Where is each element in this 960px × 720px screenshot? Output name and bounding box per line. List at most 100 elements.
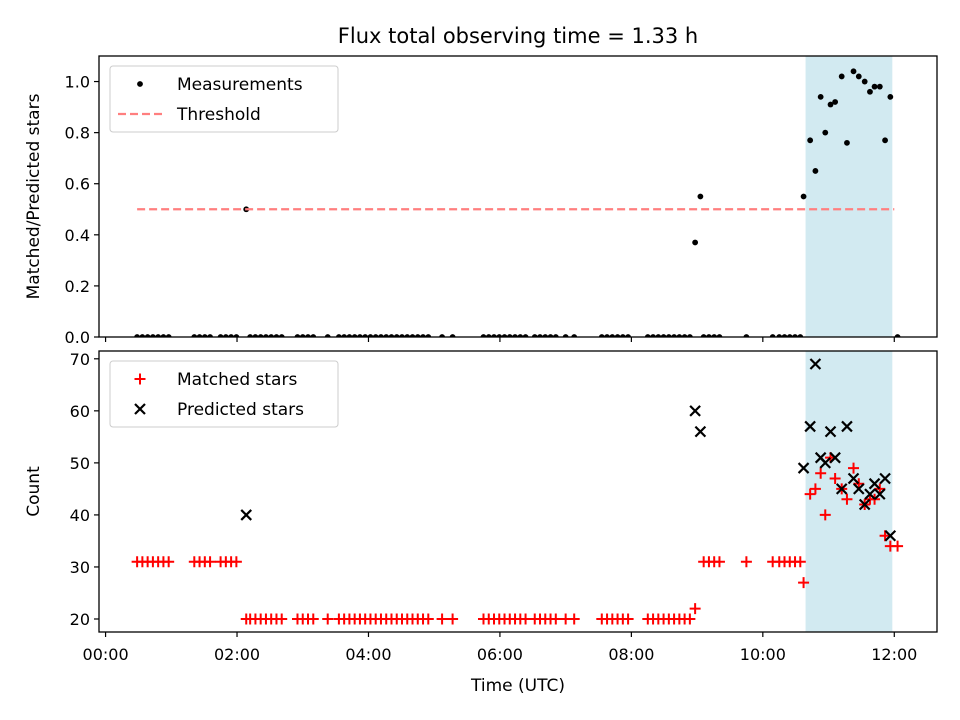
y-tick-label: 0.4: [65, 226, 90, 245]
data-point: [844, 139, 850, 146]
data-point: [794, 556, 806, 568]
data-point: [848, 462, 860, 474]
x-tick-label: 00:00: [83, 645, 129, 664]
data-point: [299, 334, 306, 337]
data-point: [324, 334, 331, 337]
data-point: [263, 334, 269, 337]
data-point: [786, 334, 793, 337]
data-point: [257, 334, 264, 337]
data-point: [660, 334, 667, 337]
data-point: [228, 334, 235, 337]
data-point: [144, 334, 151, 337]
bottom-panel: 20 30 40 50 60 70 00:00 02:00 04:00 06:00 08:00 10:…: [24, 350, 938, 664]
data-point: [491, 334, 497, 337]
highlight-span: [805, 56, 893, 337]
data-point: [874, 488, 886, 500]
data-point: [797, 334, 804, 337]
y-tick-label: 20: [70, 610, 90, 629]
data-point: [139, 334, 146, 337]
data-point: [294, 334, 301, 337]
data-point: [819, 457, 832, 469]
legend-marker: [134, 373, 146, 385]
y-axis-label: Count: [24, 466, 44, 517]
data-point: [822, 129, 829, 136]
data-point: [861, 78, 868, 85]
data-point: [305, 334, 311, 337]
data-point: [425, 334, 432, 337]
data-point: [622, 613, 634, 625]
data-point: [614, 334, 621, 337]
series-0: [134, 68, 901, 337]
legend-label: Threshold: [176, 105, 261, 125]
data-point: [217, 334, 224, 337]
data-point: [692, 239, 699, 246]
data-point: [829, 451, 841, 464]
data-point: [307, 613, 319, 625]
data-point: [233, 334, 240, 337]
data-point: [201, 334, 208, 337]
data-point: [404, 334, 411, 337]
data-point: [671, 334, 677, 337]
x-tick-label: 02:00: [214, 645, 260, 664]
data-point: [804, 488, 816, 500]
data-point: [812, 168, 819, 174]
data-point: [542, 334, 549, 337]
data-point: [711, 334, 718, 337]
data-point: [847, 472, 860, 485]
data-point: [655, 334, 662, 337]
data-point: [743, 334, 750, 337]
y-tick-label: 70: [70, 350, 90, 369]
data-point: [388, 334, 395, 337]
data-point: [817, 93, 824, 100]
data-point: [357, 334, 363, 337]
y-axis-label: Matched/Predicted stars: [24, 93, 44, 299]
data-point: [163, 556, 175, 568]
data-point: [268, 334, 275, 337]
data-point: [894, 334, 901, 337]
data-point: [697, 193, 704, 200]
y-tick-label: 30: [70, 558, 90, 577]
data-point: [449, 334, 456, 337]
data-point: [781, 334, 788, 337]
data-point: [278, 334, 285, 337]
data-point: [604, 334, 610, 337]
data-point: [689, 405, 701, 417]
data-point: [310, 334, 317, 337]
data-point: [399, 334, 405, 337]
legend-box: [109, 360, 339, 428]
y-tick-label: 0.2: [65, 277, 90, 296]
data-point: [568, 613, 580, 625]
data-point: [776, 334, 783, 337]
legend-marker: [137, 81, 143, 87]
data-point: [439, 334, 445, 337]
data-point: [547, 334, 554, 337]
data-point: [824, 425, 837, 438]
data-point: [552, 334, 559, 337]
data-point: [571, 334, 578, 337]
data-point: [884, 529, 897, 542]
data-point: [155, 334, 162, 337]
data-point: [496, 334, 503, 337]
x-tick-label: 08:00: [608, 645, 654, 664]
y-tick-label: 60: [70, 402, 90, 421]
data-point: [819, 509, 831, 521]
y-tick-label: 0.0: [65, 328, 90, 347]
data-point: [716, 334, 723, 337]
data-point: [804, 420, 816, 433]
data-point: [520, 613, 532, 625]
plot-area: [131, 358, 904, 625]
data-point: [480, 334, 487, 337]
data-point: [868, 477, 881, 490]
plot-frame: [98, 55, 938, 338]
data-point: [598, 334, 605, 337]
data-point: [609, 334, 616, 337]
data-point: [838, 73, 845, 80]
data-point: [879, 530, 891, 542]
data-point: [625, 334, 631, 337]
y-tick-label: 40: [70, 506, 90, 525]
data-point: [867, 88, 873, 95]
data-point: [414, 334, 421, 337]
data-point: [827, 101, 834, 108]
data-point: [222, 334, 229, 337]
